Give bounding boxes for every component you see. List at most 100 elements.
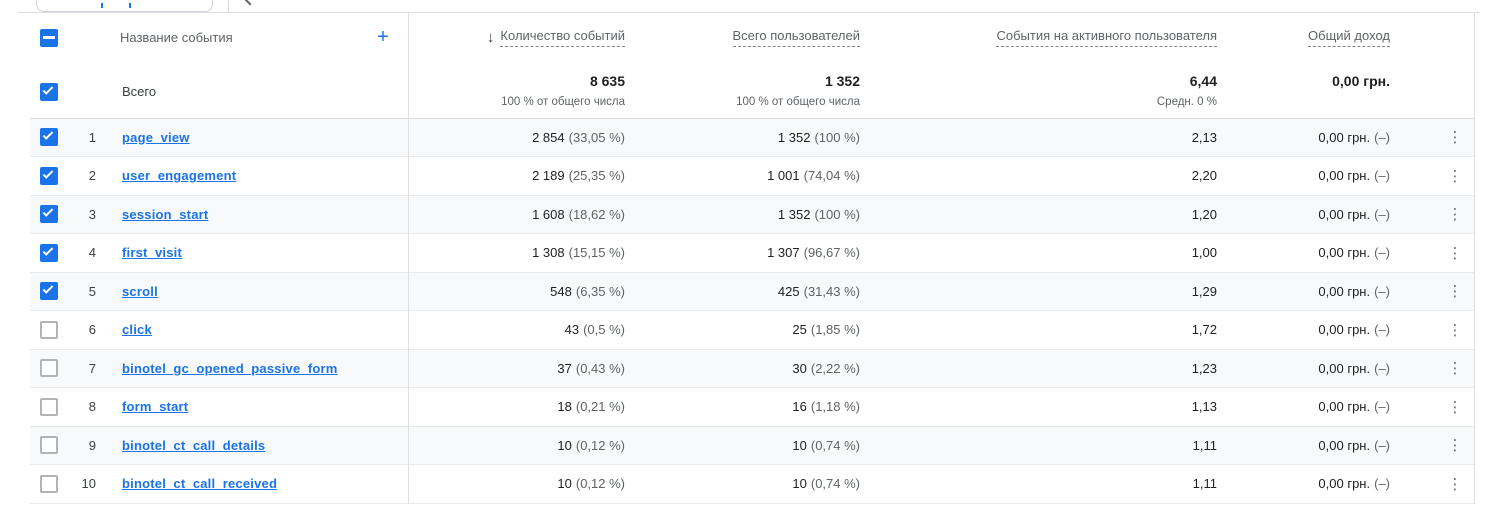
column-header-events-per-user[interactable]: События на активного пользователя [996,13,1217,62]
row-number: 2 [88,168,96,184]
totals-total-users: 1 352 100 % от общего числа [736,73,860,108]
table-row: 3 session_start 1 608 (18,62 %) 1 352 (100… [30,195,1475,234]
toolbar-divider [228,0,229,12]
checkbox-check-icon [42,129,54,141]
column-divider [408,13,409,504]
table-row: 7 binotel_gc_opened_passive_form 37 (0,43… [30,349,1475,388]
events-per-user-cell: 1,11 [1192,476,1217,492]
table-row: 4 first_visit 1 308 (15,15 %) 1 307 (96,67… [30,234,1475,273]
total-users-cell: 1 001 (74,04 %) [767,168,860,184]
total-users-cell: 10 (0,74 %) [792,437,860,453]
row-checkbox[interactable] [40,166,58,185]
row-options-kebab-icon[interactable]: ⋮ [1447,437,1463,455]
total-users-cell: 1 352 (100 %) [777,129,860,145]
events-per-user-cell: 1,13 [1191,399,1217,415]
row-number: 7 [88,360,96,376]
revenue-cell: 0,00 грн. (–) [1318,476,1390,492]
total-users-cell: 425 (31,43 %) [777,283,860,299]
event-count-cell: 37 (0,43 %) [557,360,625,376]
sort-descending-icon: ↓ [486,29,495,46]
totals-row: Всего 8 635 100 % от общего числа 1 352 … [30,62,1475,119]
toolbar-bottom-border [18,12,1480,13]
column-header-total-users[interactable]: Всего пользователей [732,13,860,62]
column-header-label: Общий доход [1308,28,1390,47]
row-options-kebab-icon[interactable]: ⋮ [1447,321,1463,339]
search-text-fragment [101,3,103,8]
row-options-kebab-icon[interactable]: ⋮ [1447,167,1463,185]
column-header-total-revenue[interactable]: Общий доход [1308,13,1390,62]
row-checkbox[interactable] [40,320,58,339]
row-number: 5 [88,283,96,299]
checkbox-check-icon [42,206,54,218]
event-name-link[interactable]: binotel_ct_call_details [122,437,266,453]
column-header-event-count[interactable]: ↓ Количество событий [487,13,625,62]
event-count-cell: 10 (0,12 %) [557,476,625,492]
row-options-kebab-icon[interactable]: ⋮ [1447,283,1463,301]
totals-checkbox[interactable] [40,83,58,101]
event-name-link[interactable]: session_start [122,206,209,222]
table-row: 6 click 43 (0,5 %) 25 (1,85 %) 1,72 0,00 г… [30,311,1475,350]
revenue-cell: 0,00 грн. (–) [1318,360,1390,376]
row-checkbox[interactable] [40,282,58,301]
toolbar-cropped [0,0,1498,12]
total-users-cell: 30 (2,22 %) [792,360,860,376]
event-count-cell: 18 (0,21 %) [557,399,625,415]
event-count-cell: 2 189 (25,35 %) [532,168,625,184]
table-row: 2 user_engagement 2 189 (25,35 %) 1 001 (7… [30,157,1475,196]
table-row: 10 binotel_ct_call_received 10 (0,12 %) 1… [30,465,1475,504]
revenue-cell: 0,00 грн. (–) [1318,283,1390,299]
row-checkbox[interactable] [40,359,58,378]
revenue-cell: 0,00 грн. (–) [1318,206,1390,222]
event-name-link[interactable]: click [122,322,152,338]
row-checkbox[interactable] [40,205,58,224]
event-count-cell: 2 854 (33,05 %) [532,129,625,145]
event-name-link[interactable]: scroll [122,283,158,299]
row-number: 3 [88,206,96,222]
revenue-cell: 0,00 грн. (–) [1318,437,1390,453]
search-icon [244,0,252,6]
table-row: 1 page_view 2 854 (33,05 %) 1 352 (100 %) … [30,118,1475,157]
column-header-label: Количество событий [500,28,625,47]
event-name-link[interactable]: form_start [122,399,189,415]
row-number: 10 [81,476,96,492]
column-header-label: События на активного пользователя [996,28,1217,47]
row-checkbox[interactable] [40,243,58,262]
event-name-link[interactable]: binotel_ct_call_received [122,476,278,492]
event-count-cell: 10 (0,12 %) [557,437,625,453]
event-name-link[interactable]: first_visit [122,245,183,261]
add-dimension-button[interactable]: + [377,26,389,48]
events-per-user-cell: 1,11 [1192,437,1217,453]
row-number: 4 [88,245,96,261]
event-name-link[interactable]: binotel_gc_opened_passive_form [122,360,338,376]
event-name-link[interactable]: page_view [122,129,190,145]
row-options-kebab-icon[interactable]: ⋮ [1447,475,1463,493]
events-per-user-cell: 1,00 [1191,245,1217,261]
event-name-link[interactable]: user_engagement [122,168,237,184]
totals-events-per-user: 6,44 Средн. 0 % [1156,73,1217,108]
row-checkbox[interactable] [40,474,58,493]
revenue-cell: 0,00 грн. (–) [1318,399,1390,415]
checkbox-check-icon [42,84,54,95]
table-header-row: Название события + ↓ Количество событий … [30,13,1475,62]
row-checkbox[interactable] [40,436,58,455]
row-options-kebab-icon[interactable]: ⋮ [1447,398,1463,416]
revenue-cell: 0,00 грн. (–) [1318,168,1390,184]
events-per-user-cell: 2,20 [1191,168,1217,184]
row-checkbox[interactable] [40,397,58,416]
checkbox-check-icon [42,244,54,256]
search-text-fragment [129,3,131,8]
select-all-checkbox[interactable] [40,28,58,47]
table-row: 8 form_start 18 (0,21 %) 16 (1,18 %) 1,13 … [30,388,1475,427]
row-options-kebab-icon[interactable]: ⋮ [1447,244,1463,262]
row-options-kebab-icon[interactable]: ⋮ [1447,129,1463,147]
table-right-border [1474,13,1475,504]
row-options-kebab-icon[interactable]: ⋮ [1447,206,1463,224]
totals-event-count: 8 635 100 % от общего числа [501,73,625,108]
row-options-kebab-icon[interactable]: ⋮ [1447,360,1463,378]
totals-revenue: 0,00 грн. [1332,73,1390,89]
checkbox-check-icon [42,167,54,179]
row-number: 1 [88,129,96,145]
row-checkbox[interactable] [40,128,58,147]
events-per-user-cell: 1,23 [1191,360,1217,376]
search-input[interactable] [36,0,213,12]
